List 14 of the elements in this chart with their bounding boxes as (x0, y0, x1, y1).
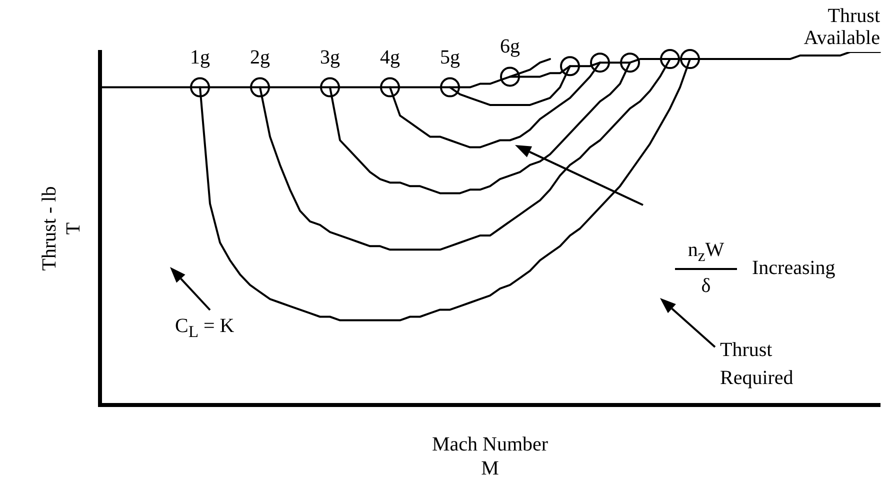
annotation: Thrust Required (720, 338, 794, 391)
annotation: δ (700, 274, 712, 299)
series-label: 1g (190, 46, 210, 68)
annotation: n$_{z}$W (686, 238, 726, 267)
series-label: 4g (380, 46, 400, 68)
series-label: Thrust Available (804, 5, 880, 49)
series-label: 2g (250, 46, 270, 68)
x-axis-title: Mach Number M (432, 433, 548, 480)
series-label: 5g (440, 46, 460, 68)
annotation: C$_{L}$ = K (175, 314, 234, 343)
series-label: 3g (320, 46, 340, 68)
series-label: 6g (500, 36, 520, 58)
y-axis-title: Thrust - lb T (38, 186, 84, 271)
annotation: Increasing (752, 256, 836, 281)
